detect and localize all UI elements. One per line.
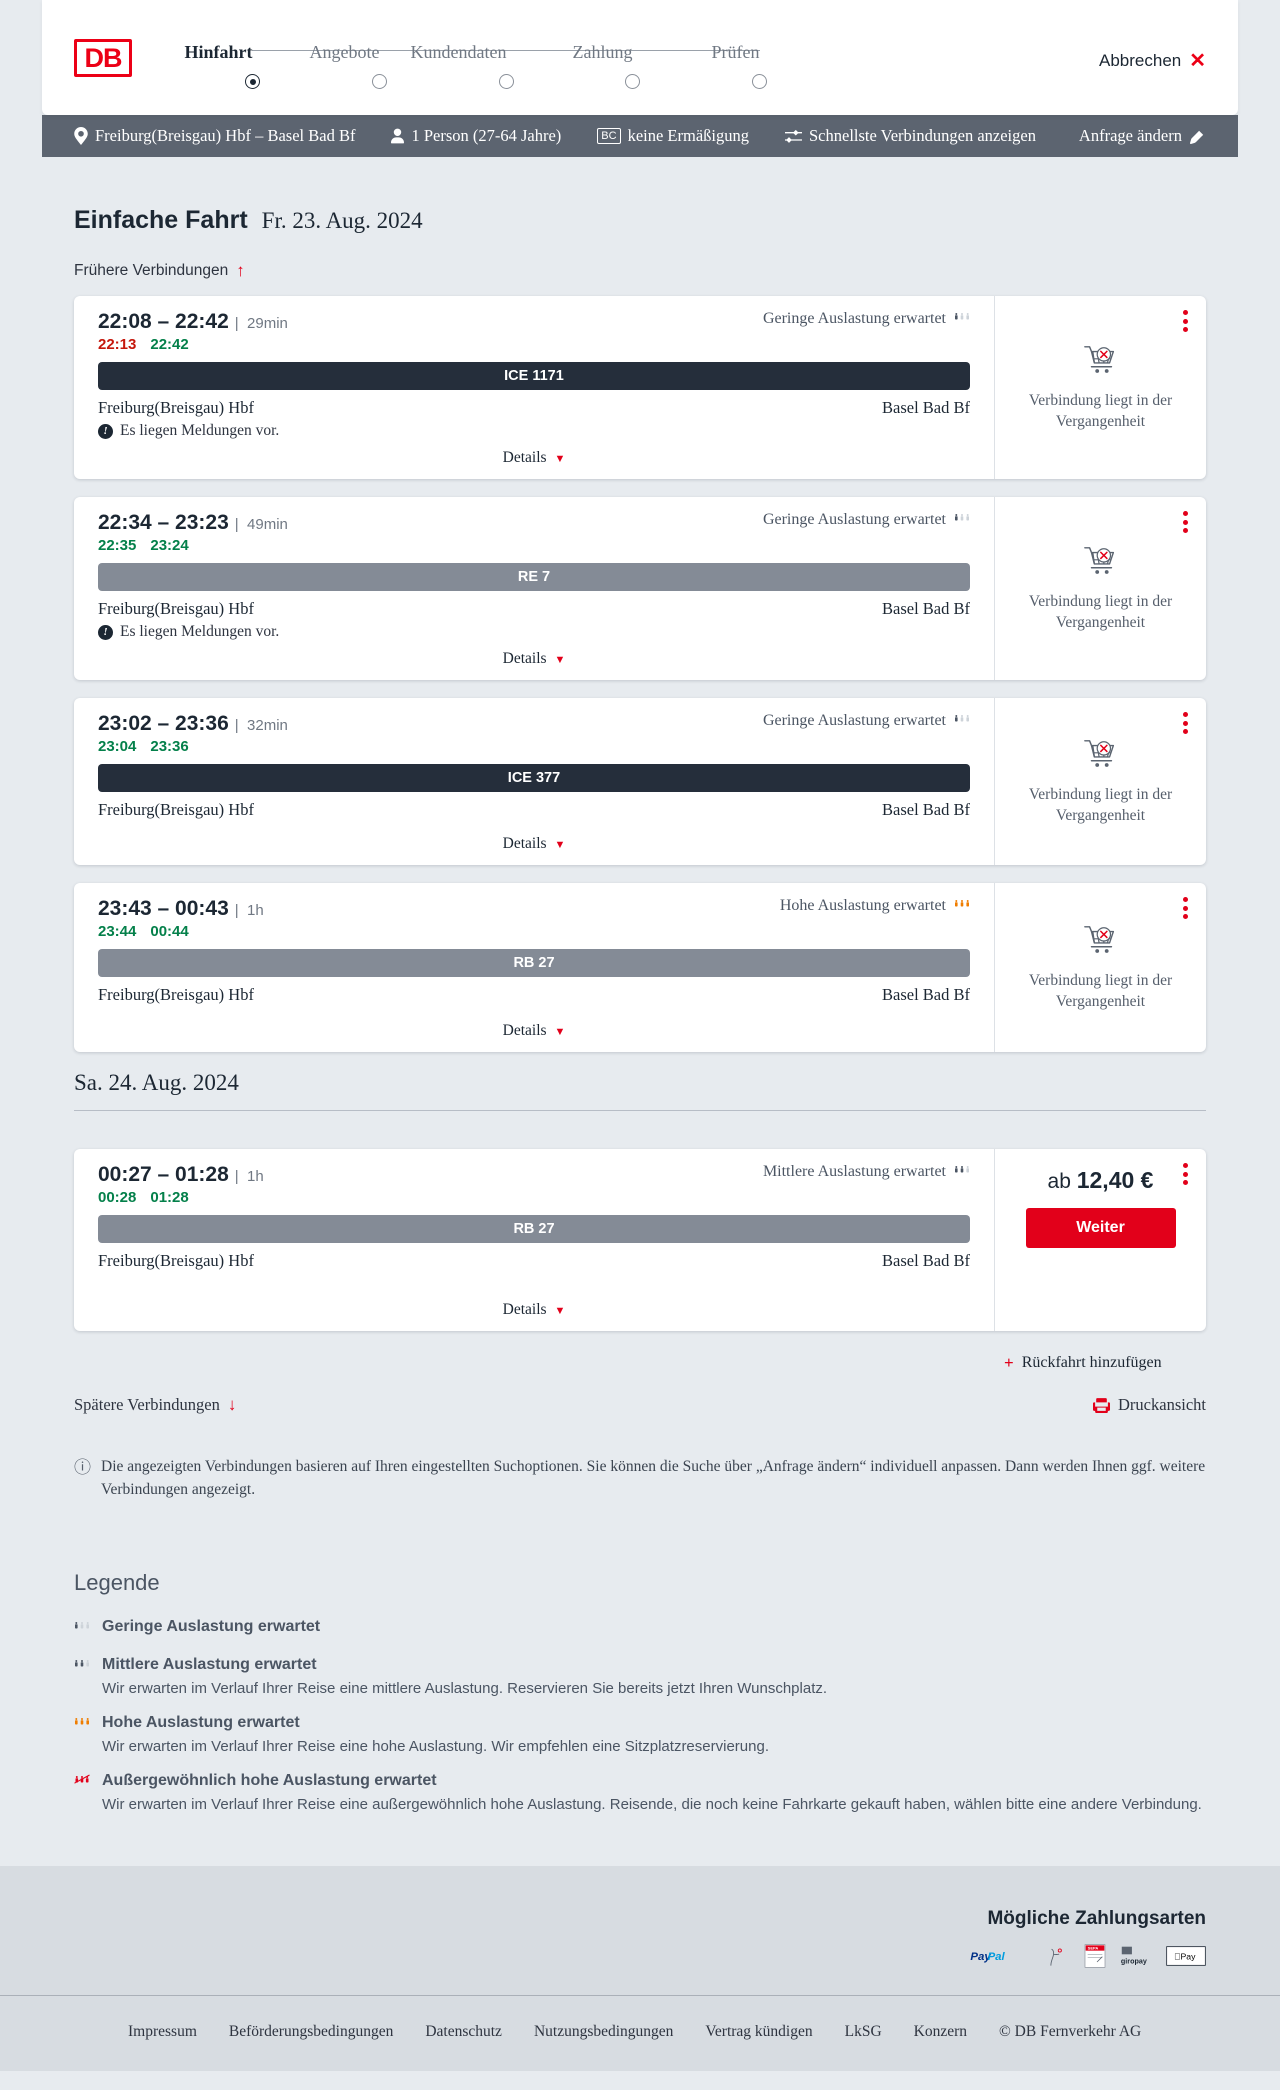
svg-text:SEPA: SEPA <box>1088 1945 1099 1950</box>
svg-text:Pay: Pay <box>1174 1951 1196 1961</box>
svg-text:giropay: giropay <box>1121 1956 1147 1965</box>
svg-text:Pal: Pal <box>988 1951 1006 1963</box>
